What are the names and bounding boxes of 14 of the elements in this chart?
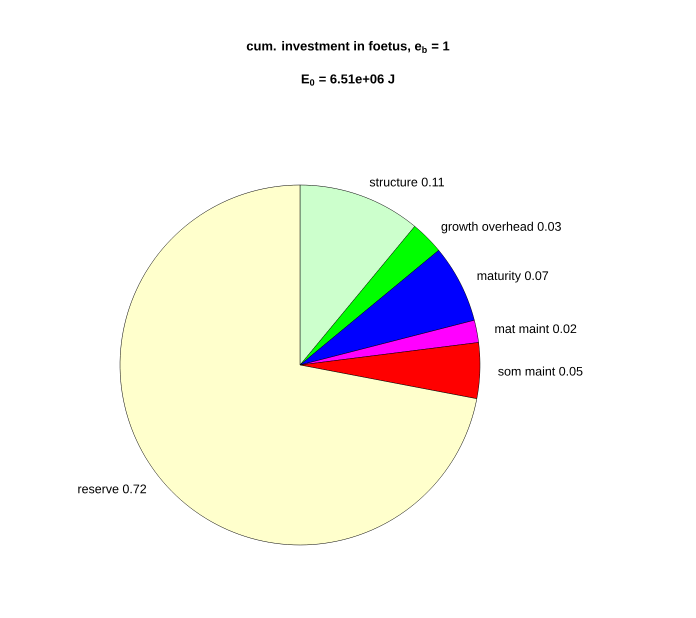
data-label: 0.72 [122,484,146,494]
slice-label: structure [370,178,418,186]
slice-label: reserve [78,486,118,494]
data-label: 0.07 [524,271,548,280]
slice-label: som maint [498,366,556,376]
chart-subtitle: E$_{0}$ = 6.51e+06 J [302,74,394,86]
data-label: 0.02 [553,324,576,334]
slice-label: growth overhead [442,222,533,234]
data-label: 0.03 [538,222,561,231]
slice-label: mat maint [495,324,550,334]
slice-label: maturity [478,270,521,283]
data-label: 0.11 [422,178,444,186]
data-label: 0.05 [559,366,582,376]
chart-title: cum. investment in foetus, e$_{b}$ = 1 [246,41,450,53]
